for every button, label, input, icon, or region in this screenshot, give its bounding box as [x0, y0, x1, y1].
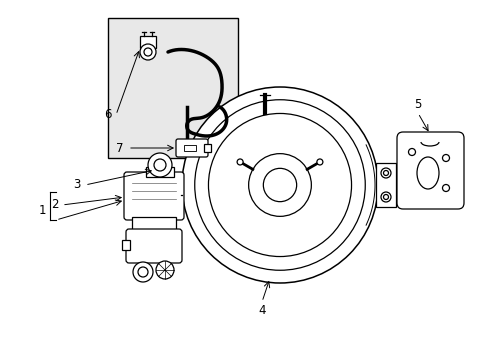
- Circle shape: [143, 48, 152, 56]
- Circle shape: [148, 153, 172, 177]
- FancyBboxPatch shape: [126, 229, 182, 263]
- Circle shape: [380, 168, 390, 178]
- Circle shape: [182, 87, 377, 283]
- Circle shape: [263, 168, 296, 202]
- Bar: [203, 144, 210, 152]
- Bar: [183, 145, 196, 151]
- Bar: [146, 167, 174, 177]
- Circle shape: [316, 159, 322, 165]
- Circle shape: [383, 171, 387, 175]
- Circle shape: [156, 261, 174, 279]
- Circle shape: [380, 192, 390, 202]
- Circle shape: [208, 113, 351, 257]
- Circle shape: [133, 262, 153, 282]
- Text: 2: 2: [51, 198, 59, 211]
- Bar: [122, 240, 130, 250]
- Ellipse shape: [416, 157, 438, 189]
- Circle shape: [383, 194, 387, 199]
- Bar: [375, 163, 395, 207]
- Text: 3: 3: [73, 179, 81, 192]
- Circle shape: [154, 159, 165, 171]
- Text: 1: 1: [38, 203, 46, 216]
- Text: 6: 6: [104, 108, 112, 122]
- Bar: [140, 36, 156, 48]
- Bar: [108, 18, 238, 158]
- Circle shape: [138, 267, 148, 277]
- Text: 7: 7: [116, 141, 123, 154]
- Circle shape: [194, 100, 365, 270]
- Circle shape: [248, 154, 311, 216]
- Circle shape: [442, 184, 448, 192]
- FancyBboxPatch shape: [124, 172, 183, 220]
- Text: 5: 5: [413, 99, 421, 112]
- Circle shape: [140, 44, 156, 60]
- Circle shape: [442, 154, 448, 162]
- FancyBboxPatch shape: [176, 139, 207, 157]
- Bar: [132, 217, 176, 232]
- FancyBboxPatch shape: [396, 132, 463, 209]
- Circle shape: [407, 148, 415, 156]
- Circle shape: [237, 159, 243, 165]
- Text: 4: 4: [258, 303, 265, 316]
